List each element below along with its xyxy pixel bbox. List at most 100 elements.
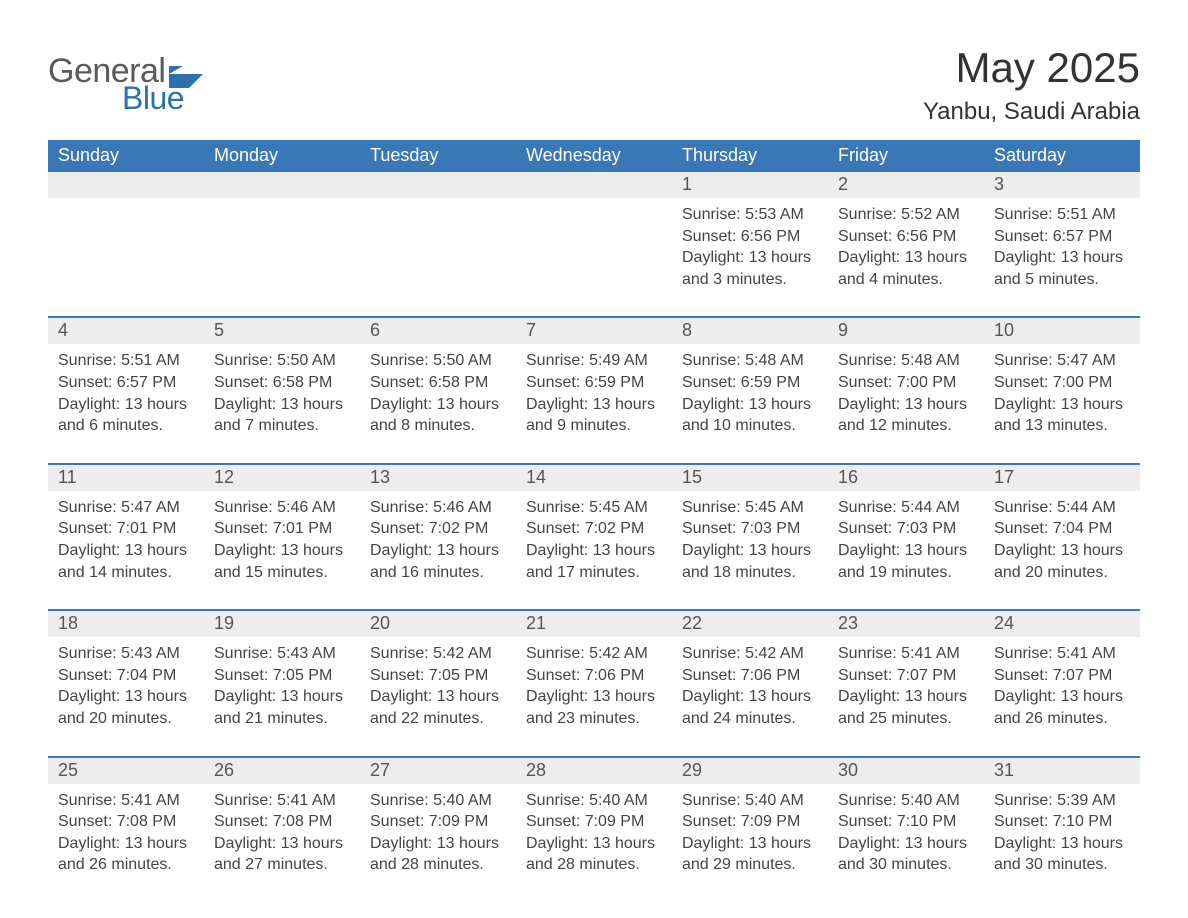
sunset-text: Sunset: 6:59 PM <box>682 372 818 394</box>
sunrise-text: Sunrise: 5:46 AM <box>370 497 506 519</box>
day-number <box>516 172 672 198</box>
calendar-cell: Sunrise: 5:46 AMSunset: 7:02 PMDaylight:… <box>360 491 516 609</box>
dl1-text: Daylight: 13 hours <box>994 686 1130 708</box>
dl1-text: Daylight: 13 hours <box>682 540 818 562</box>
dl1-text: Daylight: 13 hours <box>526 394 662 416</box>
dl2-text: and 20 minutes. <box>58 708 194 730</box>
day-number-row: 18192021222324 <box>48 611 1140 637</box>
sunset-text: Sunset: 7:03 PM <box>682 518 818 540</box>
dow-wednesday: Wednesday <box>516 140 672 172</box>
dl1-text: Daylight: 13 hours <box>838 247 974 269</box>
sunset-text: Sunset: 7:06 PM <box>682 665 818 687</box>
calendar-cell: Sunrise: 5:41 AMSunset: 7:08 PMDaylight:… <box>204 784 360 902</box>
dow-thursday: Thursday <box>672 140 828 172</box>
dl2-text: and 25 minutes. <box>838 708 974 730</box>
sunrise-text: Sunrise: 5:43 AM <box>58 643 194 665</box>
dl1-text: Daylight: 13 hours <box>526 833 662 855</box>
calendar-cell <box>516 198 672 316</box>
dl1-text: Daylight: 13 hours <box>58 540 194 562</box>
dl2-text: and 29 minutes. <box>682 854 818 876</box>
calendar-week: 18192021222324Sunrise: 5:43 AMSunset: 7:… <box>48 609 1140 755</box>
dl1-text: Daylight: 13 hours <box>994 247 1130 269</box>
calendar-cell: Sunrise: 5:45 AMSunset: 7:03 PMDaylight:… <box>672 491 828 609</box>
sunrise-text: Sunrise: 5:41 AM <box>994 643 1130 665</box>
sunrise-text: Sunrise: 5:48 AM <box>682 350 818 372</box>
sunset-text: Sunset: 7:02 PM <box>370 518 506 540</box>
day-number: 12 <box>204 465 360 491</box>
day-number: 16 <box>828 465 984 491</box>
day-number: 24 <box>984 611 1140 637</box>
calendar: Sunday Monday Tuesday Wednesday Thursday… <box>48 140 1140 902</box>
sunrise-text: Sunrise: 5:46 AM <box>214 497 350 519</box>
day-number: 19 <box>204 611 360 637</box>
sunset-text: Sunset: 7:04 PM <box>994 518 1130 540</box>
dl2-text: and 18 minutes. <box>682 562 818 584</box>
dl2-text: and 5 minutes. <box>994 269 1130 291</box>
sunrise-text: Sunrise: 5:41 AM <box>838 643 974 665</box>
calendar-cell: Sunrise: 5:50 AMSunset: 6:58 PMDaylight:… <box>204 344 360 462</box>
dl2-text: and 27 minutes. <box>214 854 350 876</box>
calendar-cell <box>48 198 204 316</box>
sunset-text: Sunset: 6:56 PM <box>682 226 818 248</box>
dl2-text: and 15 minutes. <box>214 562 350 584</box>
sunrise-text: Sunrise: 5:50 AM <box>370 350 506 372</box>
calendar-week: 45678910Sunrise: 5:51 AMSunset: 6:57 PMD… <box>48 316 1140 462</box>
dl1-text: Daylight: 13 hours <box>838 394 974 416</box>
dow-tuesday: Tuesday <box>360 140 516 172</box>
day-number: 23 <box>828 611 984 637</box>
dl2-text: and 21 minutes. <box>214 708 350 730</box>
logo-word-blue: Blue <box>122 82 203 114</box>
calendar-cell: Sunrise: 5:41 AMSunset: 7:08 PMDaylight:… <box>48 784 204 902</box>
sunrise-text: Sunrise: 5:44 AM <box>838 497 974 519</box>
calendar-cell: Sunrise: 5:46 AMSunset: 7:01 PMDaylight:… <box>204 491 360 609</box>
day-number: 15 <box>672 465 828 491</box>
sunset-text: Sunset: 6:57 PM <box>994 226 1130 248</box>
brand-logo: General Blue <box>48 44 203 114</box>
day-number: 27 <box>360 758 516 784</box>
dl1-text: Daylight: 13 hours <box>370 833 506 855</box>
calendar-cell: Sunrise: 5:47 AMSunset: 7:01 PMDaylight:… <box>48 491 204 609</box>
sunset-text: Sunset: 7:09 PM <box>526 811 662 833</box>
dl1-text: Daylight: 13 hours <box>838 833 974 855</box>
calendar-cell <box>204 198 360 316</box>
day-number: 30 <box>828 758 984 784</box>
sunset-text: Sunset: 7:00 PM <box>838 372 974 394</box>
sunset-text: Sunset: 7:01 PM <box>214 518 350 540</box>
month-title: May 2025 <box>923 44 1140 92</box>
day-number: 26 <box>204 758 360 784</box>
calendar-cell: Sunrise: 5:45 AMSunset: 7:02 PMDaylight:… <box>516 491 672 609</box>
calendar-cell: Sunrise: 5:40 AMSunset: 7:09 PMDaylight:… <box>516 784 672 902</box>
dl2-text: and 23 minutes. <box>526 708 662 730</box>
dl1-text: Daylight: 13 hours <box>370 686 506 708</box>
calendar-cell <box>360 198 516 316</box>
day-of-week-header: Sunday Monday Tuesday Wednesday Thursday… <box>48 140 1140 172</box>
dl1-text: Daylight: 13 hours <box>682 833 818 855</box>
sunrise-text: Sunrise: 5:42 AM <box>526 643 662 665</box>
day-number: 9 <box>828 318 984 344</box>
dl2-text: and 28 minutes. <box>526 854 662 876</box>
dl1-text: Daylight: 13 hours <box>58 833 194 855</box>
dl2-text: and 10 minutes. <box>682 415 818 437</box>
sunset-text: Sunset: 6:58 PM <box>214 372 350 394</box>
calendar-week: 11121314151617Sunrise: 5:47 AMSunset: 7:… <box>48 463 1140 609</box>
sunrise-text: Sunrise: 5:50 AM <box>214 350 350 372</box>
dl1-text: Daylight: 13 hours <box>994 394 1130 416</box>
sunset-text: Sunset: 6:56 PM <box>838 226 974 248</box>
day-number: 11 <box>48 465 204 491</box>
sunrise-text: Sunrise: 5:40 AM <box>838 790 974 812</box>
calendar-cell: Sunrise: 5:44 AMSunset: 7:04 PMDaylight:… <box>984 491 1140 609</box>
dl1-text: Daylight: 13 hours <box>682 247 818 269</box>
day-number: 22 <box>672 611 828 637</box>
sunset-text: Sunset: 7:08 PM <box>58 811 194 833</box>
dl1-text: Daylight: 13 hours <box>994 833 1130 855</box>
dl2-text: and 22 minutes. <box>370 708 506 730</box>
sunrise-text: Sunrise: 5:41 AM <box>214 790 350 812</box>
calendar-cell: Sunrise: 5:44 AMSunset: 7:03 PMDaylight:… <box>828 491 984 609</box>
dl2-text: and 19 minutes. <box>838 562 974 584</box>
dl2-text: and 8 minutes. <box>370 415 506 437</box>
day-number: 29 <box>672 758 828 784</box>
sunset-text: Sunset: 7:04 PM <box>58 665 194 687</box>
calendar-cell: Sunrise: 5:50 AMSunset: 6:58 PMDaylight:… <box>360 344 516 462</box>
day-number-row: 45678910 <box>48 318 1140 344</box>
sunset-text: Sunset: 7:09 PM <box>370 811 506 833</box>
